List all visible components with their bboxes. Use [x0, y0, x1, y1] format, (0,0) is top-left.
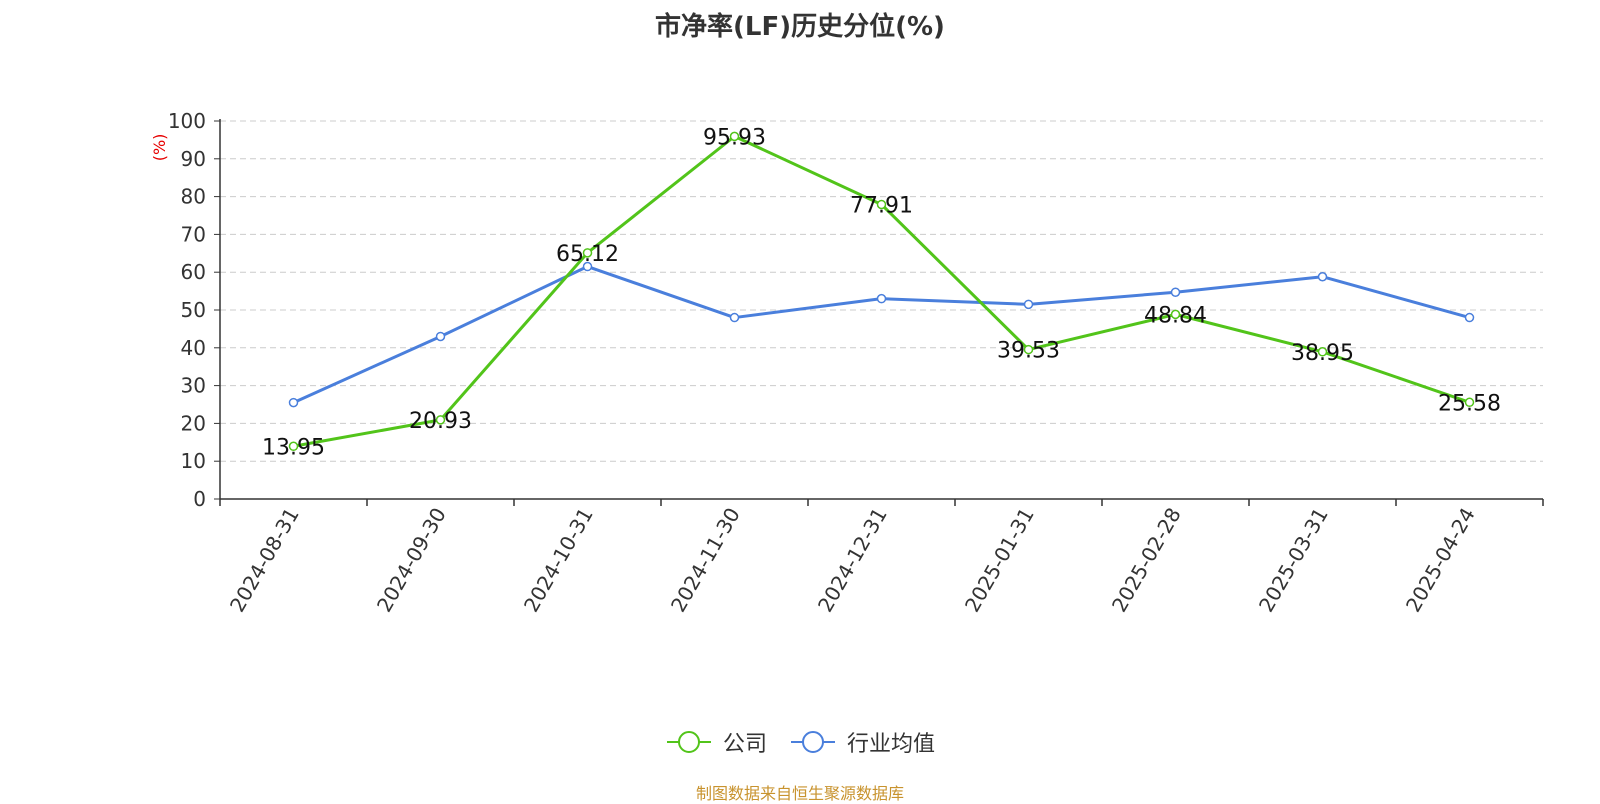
- x-tick-label: 2024-10-31: [519, 504, 598, 617]
- company-data-label: 20.93: [409, 409, 472, 434]
- legend: 公司 行业均值: [0, 726, 1600, 758]
- source-note: 制图数据来自恒生聚源数据库: [695, 784, 904, 803]
- x-tick-label: 2025-03-31: [1254, 504, 1333, 617]
- chart-title: 市净率(LF)历史分位(%): [655, 12, 945, 42]
- x-tick-label: 2024-12-31: [813, 504, 892, 617]
- x-tick-label: 2025-02-28: [1107, 504, 1186, 617]
- industry-point: [1464, 312, 1475, 323]
- x-tick-label: 2025-04-24: [1401, 504, 1480, 617]
- company-data-label: 48.84: [1144, 303, 1207, 328]
- company-point: [288, 441, 299, 452]
- y-tick-label: 80: [181, 185, 206, 209]
- series-layer: [288, 131, 1475, 452]
- industry-point: [729, 312, 740, 323]
- company-data-label: 39.53: [997, 339, 1060, 364]
- industry-point: [288, 397, 299, 408]
- y-tick-label: 70: [181, 222, 206, 246]
- company-point: [729, 131, 740, 142]
- company-point: [435, 415, 446, 425]
- series-line-industry: [292, 265, 1470, 404]
- x-tick-label: 2025-01-31: [960, 504, 1039, 617]
- legend-item-industry[interactable]: 行业均值: [789, 726, 935, 758]
- company-point: [1023, 344, 1034, 355]
- legend-industry-symbol: [791, 731, 835, 753]
- industry-point: [1023, 299, 1034, 310]
- y-unit-label: (%): [150, 134, 169, 162]
- x-tick-label: 2024-09-30: [372, 504, 451, 617]
- industry-point: [435, 331, 446, 342]
- x-tick-label: 2024-08-31: [225, 504, 304, 617]
- y-tick-label: 60: [181, 260, 206, 284]
- y-tick-label: 100: [168, 109, 206, 133]
- y-tick-label: 50: [181, 298, 206, 322]
- y-tick-label: 0: [193, 487, 206, 511]
- industry-point: [1170, 287, 1181, 297]
- company-data-label: 65.12: [556, 242, 619, 267]
- company-point: [1170, 309, 1181, 320]
- y-tick-label: 20: [181, 411, 206, 435]
- company-point: [1317, 347, 1328, 357]
- legend-company-symbol: [666, 731, 711, 753]
- company-point: [876, 199, 887, 210]
- company-point: [582, 248, 593, 258]
- legend-industry-label: 行业均值: [847, 732, 936, 757]
- company-data-label: 95.93: [703, 125, 766, 150]
- series-line-company: [293, 134, 1470, 448]
- company-data-label: 77.91: [850, 194, 913, 219]
- industry-point: [876, 293, 887, 304]
- company-data-label: 38.95: [1291, 341, 1354, 366]
- y-tick-label: 40: [181, 336, 206, 360]
- y-tick-label: 30: [181, 374, 206, 398]
- x-tick-label: 2024-11-30: [666, 504, 745, 617]
- company-point: [1464, 397, 1475, 408]
- legend-company-label: 公司: [722, 732, 767, 757]
- y-tick-label: 10: [181, 449, 206, 473]
- company-data-label: 25.58: [1438, 391, 1501, 416]
- industry-point: [582, 261, 593, 272]
- legend-item-company[interactable]: 公司: [665, 726, 767, 758]
- label-layer: 13.95 20.93 65.12 95.93 77.91 39.53 48.84 38.95…: [262, 125, 1501, 460]
- y-tick-label: 90: [181, 147, 206, 171]
- grid-layer: [220, 120, 1543, 462]
- industry-point: [1317, 271, 1328, 282]
- company-data-label: 13.95: [262, 435, 325, 460]
